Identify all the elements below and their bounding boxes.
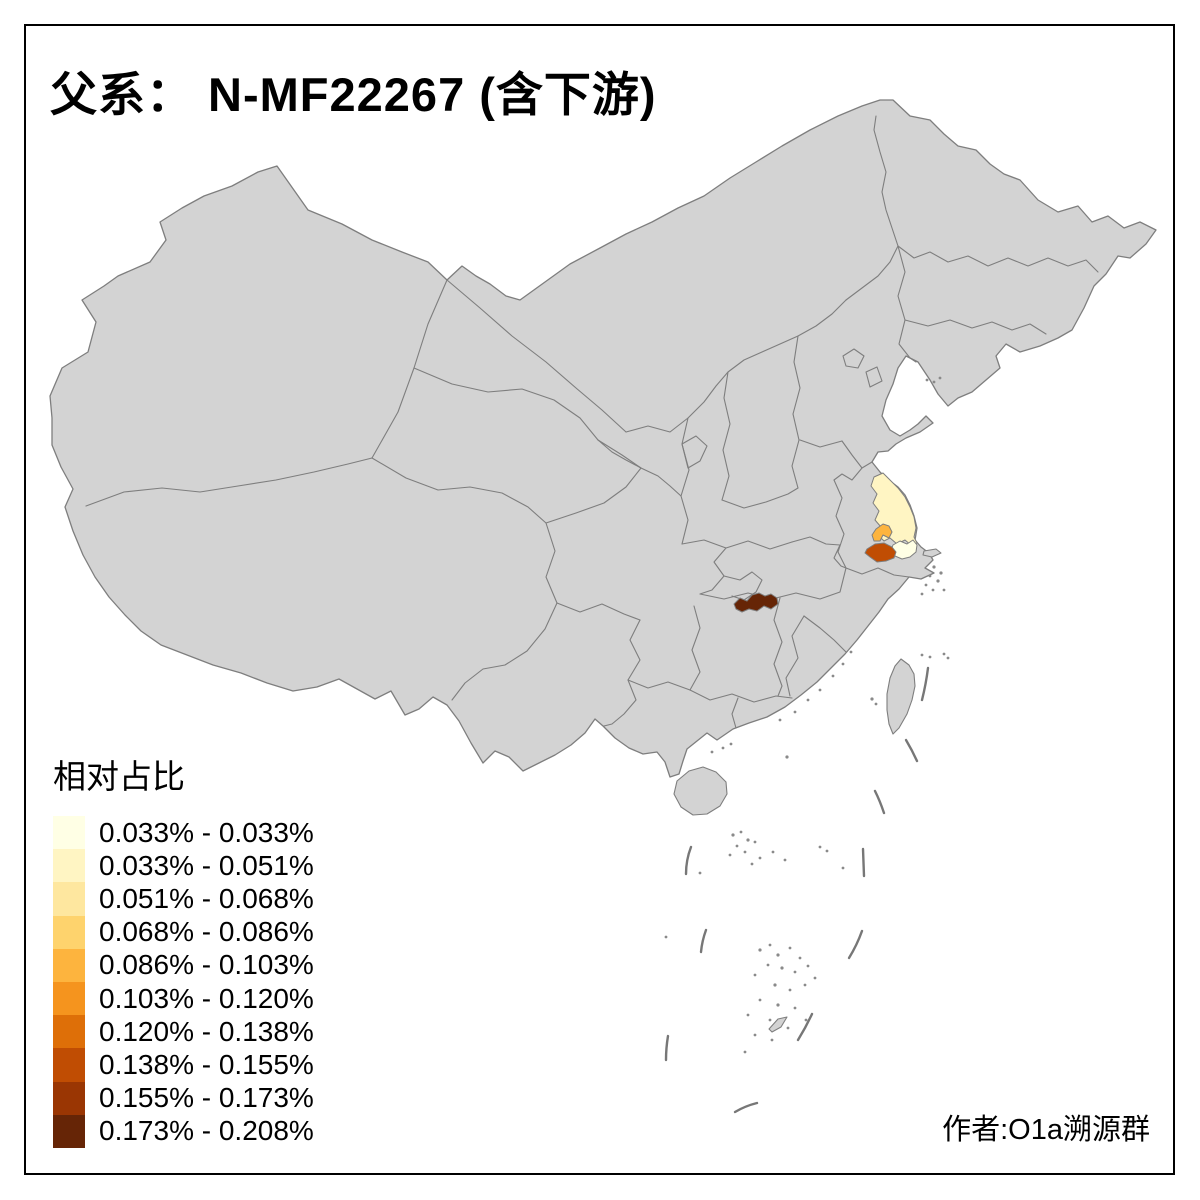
legend-row: 0.086% - 0.103% [53,948,314,982]
legend-row: 0.068% - 0.086% [53,915,314,949]
region-northwest-hunan [733,592,779,613]
legend-swatch [53,915,85,949]
attribution: 作者:O1a溯源群 [942,1114,1150,1146]
legend-label: 0.155% - 0.173% [99,1082,314,1114]
legend-swatch [53,1081,85,1115]
legend-swatch [53,981,85,1016]
hainan-island [673,766,728,816]
legend-row: 0.033% - 0.051% [53,849,314,883]
legend-swatch [53,849,85,883]
legend-rows: 0.033% - 0.033% 0.033% - 0.051% 0.051% -… [53,816,314,1148]
legend-row: 0.033% - 0.033% [53,816,314,850]
region-mid-jiangsu-crescent [871,523,893,542]
legend-row: 0.173% - 0.208% [53,1114,314,1148]
highlighted-regions [733,472,918,613]
chongming-island [922,548,942,558]
legend-swatch [53,816,85,850]
legend-row: 0.103% - 0.120% [53,981,314,1016]
legend-title: 相对占比 [53,758,185,795]
scs-sliver-island [768,1016,788,1033]
legend-label: 0.103% - 0.120% [99,982,314,1014]
legend-swatch [53,948,85,982]
legend-label: 0.086% - 0.103% [99,949,314,981]
legend-row: 0.051% - 0.068% [53,882,314,916]
legend: 相对占比 0.033% - 0.033% 0.033% - 0.051% 0.0… [53,750,314,1148]
islet-dots [664,376,950,1054]
legend-row: 0.155% - 0.173% [53,1081,314,1115]
islands [673,548,942,1033]
nine-dash-line [664,666,930,1114]
legend-swatch [53,1015,85,1049]
mainland-outline [49,99,1157,778]
legend-label: 0.138% - 0.155% [99,1048,314,1080]
legend-label: 0.051% - 0.068% [99,882,314,914]
legend-label: 0.173% - 0.208% [99,1115,314,1147]
page-title: 父系： N-MF22267 (含下游) [50,68,657,121]
legend-row: 0.138% - 0.155% [53,1048,314,1082]
legend-label: 0.120% - 0.138% [99,1015,314,1047]
legend-label: 0.068% - 0.086% [99,916,314,948]
legend-row: 0.120% - 0.138% [53,1015,314,1049]
taiwan-island [886,658,916,735]
legend-swatch [53,1048,85,1082]
province-borders [85,115,1099,729]
legend-label: 0.033% - 0.051% [99,849,314,881]
region-south-jiangsu [864,542,897,563]
legend-label: 0.033% - 0.033% [99,816,314,848]
legend-swatch [53,882,85,916]
legend-swatch [53,1114,85,1148]
map-frame-border [24,24,1175,1175]
